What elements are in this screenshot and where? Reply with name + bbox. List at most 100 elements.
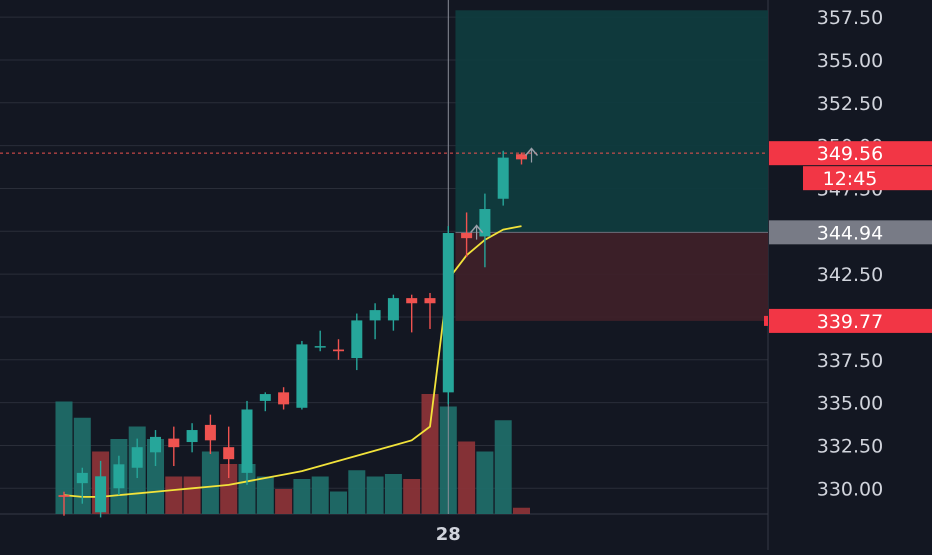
volume-bar (311, 476, 329, 514)
candle-body (369, 310, 381, 321)
candle[interactable] (406, 294, 418, 333)
time-axis[interactable]: 28 (436, 524, 461, 545)
candle-body (516, 154, 527, 160)
candle[interactable] (516, 152, 527, 165)
candle-body (259, 394, 271, 401)
volume-bar (275, 489, 293, 514)
candle[interactable] (113, 455, 125, 496)
volume-bar (183, 476, 201, 514)
countdown-tag: 12:45 (803, 166, 932, 191)
candle[interactable] (424, 292, 436, 329)
candle-body (497, 157, 509, 199)
candle[interactable] (351, 313, 363, 371)
candle[interactable] (333, 339, 344, 360)
stop-price-tag-background (769, 308, 932, 333)
volume-bar (513, 507, 530, 514)
candle[interactable] (186, 423, 198, 453)
entry-price-label: 344.94 (817, 222, 883, 244)
candle-body (278, 392, 290, 405)
candle-body (95, 476, 107, 513)
candle[interactable] (131, 438, 143, 479)
volume-bar (73, 417, 91, 514)
x-tick-label: 28 (436, 524, 461, 545)
volume-bars (55, 394, 530, 514)
profit-zone[interactable] (455, 10, 768, 233)
last-price-tag-background (769, 141, 932, 166)
volume-bar (458, 441, 476, 514)
candle-body (168, 438, 180, 448)
volume-bar (403, 479, 421, 514)
candle[interactable] (497, 150, 509, 206)
candle[interactable] (479, 193, 491, 268)
volume-bar (384, 474, 402, 514)
candle[interactable] (278, 387, 290, 410)
y-tick-label: 342.50 (817, 264, 883, 286)
countdown-label: 12:45 (823, 168, 878, 190)
candle[interactable] (387, 294, 399, 331)
volume-bar (293, 479, 311, 514)
countdown-tag-background (803, 166, 932, 191)
volume-bar (220, 464, 238, 514)
candle[interactable] (76, 467, 88, 504)
volume-bar (330, 491, 347, 514)
candle-body (296, 344, 308, 408)
candle[interactable] (296, 340, 308, 410)
candle-body (241, 409, 253, 473)
candle-body (351, 320, 363, 359)
candle[interactable] (461, 212, 473, 257)
volume-bar (348, 470, 366, 514)
candle[interactable] (241, 400, 253, 485)
candle[interactable] (58, 491, 70, 516)
stop-edge-marker (764, 315, 768, 326)
candle-body (76, 472, 88, 484)
candle[interactable] (95, 460, 107, 518)
y-tick-label: 355.00 (817, 50, 883, 72)
candle-body (150, 436, 161, 453)
candle-body (186, 430, 198, 443)
candle[interactable] (259, 392, 271, 412)
position-tool[interactable] (0, 10, 768, 321)
candle[interactable] (150, 430, 161, 467)
volume-bar (494, 420, 512, 514)
candle[interactable] (369, 303, 381, 340)
candle-body (406, 298, 418, 304)
stop-zone[interactable] (455, 232, 768, 321)
y-tick-label: 357.50 (817, 7, 883, 29)
volume-bar (366, 476, 384, 514)
candle-body (333, 349, 344, 352)
candle-body (58, 495, 70, 497)
y-tick-label: 332.50 (817, 435, 883, 457)
volume-bar (238, 464, 256, 514)
candle[interactable] (442, 226, 454, 405)
candle-body (204, 424, 216, 441)
trade-markers (470, 147, 539, 240)
candle-body (131, 447, 143, 468)
candle-body (479, 209, 491, 237)
stop-price-tag: 339.77 (769, 308, 932, 333)
volume-bar (256, 476, 274, 514)
candle[interactable] (314, 330, 326, 352)
candles[interactable] (58, 150, 528, 518)
candle[interactable] (168, 426, 180, 467)
candle-body (424, 298, 436, 304)
y-tick-label: 335.00 (817, 393, 883, 415)
y-tick-label: 337.50 (817, 350, 883, 372)
last-price-tag: 349.56 (769, 141, 932, 166)
stop-price-label: 339.77 (817, 311, 883, 333)
candle-body (461, 233, 473, 239)
volume-bar (476, 451, 494, 514)
last-price-label: 349.56 (817, 143, 883, 165)
candle-body (387, 298, 399, 321)
candle[interactable] (223, 426, 235, 479)
y-tick-label: 352.50 (817, 93, 883, 115)
candle-body (113, 464, 125, 489)
volume-bar (421, 394, 439, 514)
candle-body (442, 233, 454, 393)
volume-bar (201, 451, 219, 514)
entry-price-tag: 344.94 (769, 220, 932, 245)
volume-bar (165, 476, 183, 514)
candle[interactable] (204, 414, 216, 455)
candle-body (223, 447, 235, 460)
